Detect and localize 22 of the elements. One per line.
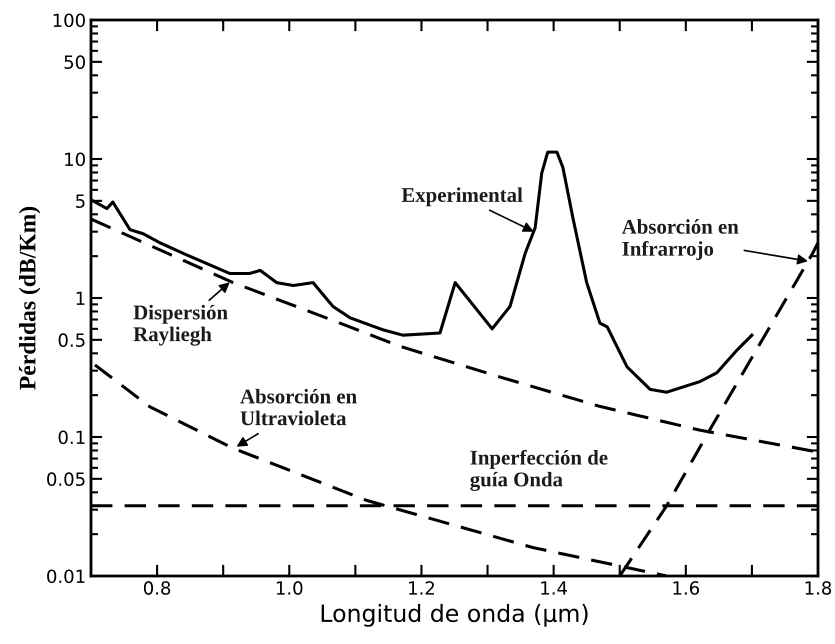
y-tick-label: 0.5 — [58, 333, 85, 347]
y-tick-label: 0.01 — [47, 569, 84, 584]
y-axis-title: Pérdidas (dB/Km) — [18, 206, 40, 390]
annotation: Experimental — [402, 187, 522, 206]
x-tick-label: 1.6 — [673, 581, 700, 595]
annotation: Inperfección de guía Onda — [470, 450, 608, 491]
x-tick-label: 0.8 — [144, 581, 170, 595]
x-axis-title: Longitud de onda (μm) — [322, 604, 588, 627]
x-tick-label: 1.0 — [276, 581, 302, 595]
y-tick-label: 5 — [76, 194, 85, 208]
annotation: Absorción en Ultravioleta — [240, 388, 357, 426]
x-tick-label: 1.2 — [409, 581, 434, 595]
x-tick-label: 1.8 — [806, 581, 832, 595]
annotation: Dispersión Rayliegh — [134, 304, 228, 346]
annotation: Absorción en Infrarrojo — [622, 219, 739, 260]
y-tick-label: 100 — [54, 13, 85, 28]
y-tick-label: 0.05 — [47, 472, 85, 486]
x-tick-label: 1.4 — [541, 581, 567, 595]
y-tick-label: 1 — [76, 292, 84, 305]
y-tick-label: 0.1 — [58, 430, 84, 444]
y-tick-label: 10 — [65, 152, 85, 166]
y-tick-label: 50 — [64, 55, 85, 69]
